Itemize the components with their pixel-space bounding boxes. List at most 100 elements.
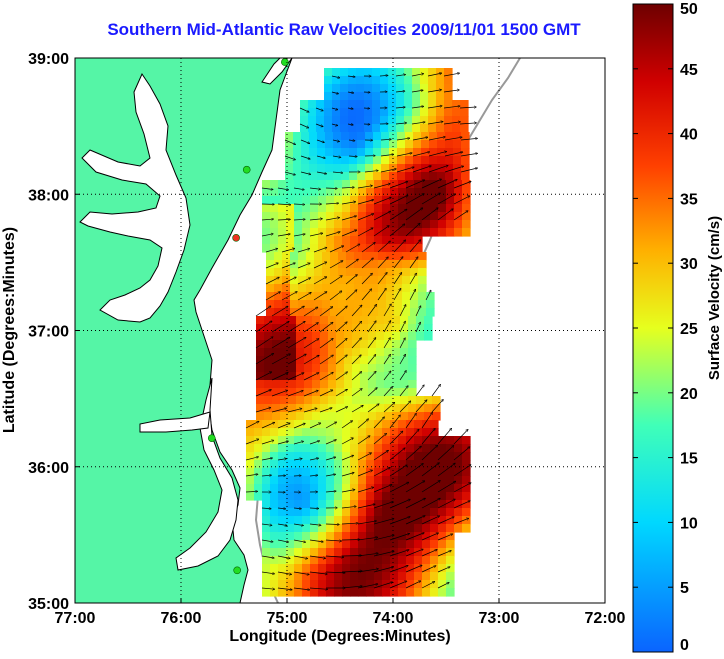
velocity-cell	[446, 212, 455, 221]
velocity-cell	[336, 348, 345, 357]
velocity-cell	[402, 276, 411, 285]
velocity-cell	[322, 252, 331, 261]
velocity-cell	[408, 388, 417, 397]
velocity-cell	[310, 588, 319, 597]
velocity-cell	[302, 428, 311, 437]
velocity-vector	[245, 457, 258, 461]
velocity-vector	[261, 422, 275, 429]
velocity-cell	[410, 284, 419, 293]
velocity-vector	[348, 140, 355, 141]
velocity-cell	[294, 180, 303, 189]
velocity-cell	[384, 332, 393, 341]
velocity-cell	[432, 396, 441, 405]
velocity-vector	[431, 399, 443, 413]
velocity-cell	[366, 476, 375, 485]
velocity-cell	[365, 148, 374, 157]
velocity-vector	[345, 244, 360, 253]
velocity-cell	[390, 244, 399, 253]
velocity-cell	[278, 556, 287, 565]
velocity-vector	[325, 572, 345, 573]
velocity-cell	[453, 148, 462, 157]
velocity-cell	[408, 340, 417, 349]
x-tick-label: 72:00	[585, 610, 626, 627]
velocity-cell	[338, 300, 347, 309]
velocity-cell	[384, 364, 393, 373]
velocity-cell	[294, 516, 303, 525]
velocity-cell	[302, 236, 311, 245]
velocity-vector	[341, 216, 356, 221]
velocity-cell	[358, 452, 367, 461]
velocity-cell	[332, 108, 341, 117]
radar-station-marker	[281, 58, 289, 66]
velocity-cell	[408, 412, 417, 421]
velocity-cell	[280, 332, 289, 341]
velocity-cell	[430, 516, 439, 525]
x-tick-label: 77:00	[55, 610, 96, 627]
velocity-cell	[278, 196, 287, 205]
velocity-cell	[418, 284, 427, 293]
velocity-cell	[310, 420, 319, 429]
velocity-cell	[304, 412, 313, 421]
velocity-cell	[328, 388, 337, 397]
velocity-cell	[262, 460, 271, 469]
velocity-vector	[395, 75, 405, 77]
velocity-cell	[406, 444, 415, 453]
velocity-vector	[421, 582, 435, 589]
pamlico-sound	[175, 377, 239, 571]
velocity-cell	[462, 436, 471, 445]
velocity-cell	[372, 124, 381, 133]
velocity-vector	[357, 214, 374, 221]
velocity-cell	[334, 508, 343, 517]
velocity-cell	[266, 308, 275, 317]
velocity-vector	[255, 321, 272, 333]
velocity-cell	[262, 444, 271, 453]
velocity-cell	[330, 252, 339, 261]
velocity-cell	[326, 516, 335, 525]
velocity-cell	[365, 156, 374, 165]
velocity-cell	[437, 132, 446, 141]
velocity-cell	[381, 140, 390, 149]
velocity-vector	[427, 73, 442, 77]
velocity-cell	[414, 244, 423, 253]
velocity-cell	[382, 436, 391, 445]
velocity-cell	[254, 420, 263, 429]
velocity-cell	[344, 388, 353, 397]
velocity-cell	[350, 548, 359, 557]
velocity-cell	[320, 396, 329, 405]
velocity-cell	[301, 156, 310, 165]
velocity-cell	[280, 388, 289, 397]
velocity-cell	[310, 452, 319, 461]
velocity-cell	[437, 148, 446, 157]
velocity-cell	[454, 460, 463, 469]
velocity-cell	[413, 148, 422, 157]
velocity-cell	[453, 140, 462, 149]
velocity-cell	[436, 108, 445, 117]
velocity-vector	[281, 248, 295, 253]
velocity-vector	[421, 412, 432, 429]
velocity-cell	[266, 292, 275, 301]
velocity-cell	[350, 484, 359, 493]
velocity-cell	[326, 228, 335, 237]
velocity-vector	[357, 419, 368, 429]
velocity-cell	[390, 580, 399, 589]
velocity-cell	[342, 236, 351, 245]
velocity-vector	[341, 571, 362, 572]
velocity-vector	[443, 106, 460, 109]
velocity-cell	[422, 524, 431, 533]
velocity-cell	[270, 508, 279, 517]
velocity-cell	[370, 276, 379, 285]
velocity-cell	[286, 244, 295, 253]
velocity-cell	[294, 532, 303, 541]
velocity-cell	[350, 508, 359, 517]
velocity-vector	[357, 200, 374, 205]
velocity-cell	[318, 428, 327, 437]
velocity-cell	[386, 300, 395, 309]
velocity-vector	[459, 123, 476, 124]
velocity-cell	[342, 196, 351, 205]
velocity-cell	[410, 276, 419, 285]
velocity-vector	[331, 107, 338, 110]
velocity-cell	[310, 580, 319, 589]
velocity-cell	[430, 220, 439, 229]
velocity-cell	[368, 364, 377, 373]
velocity-cell	[342, 524, 351, 533]
